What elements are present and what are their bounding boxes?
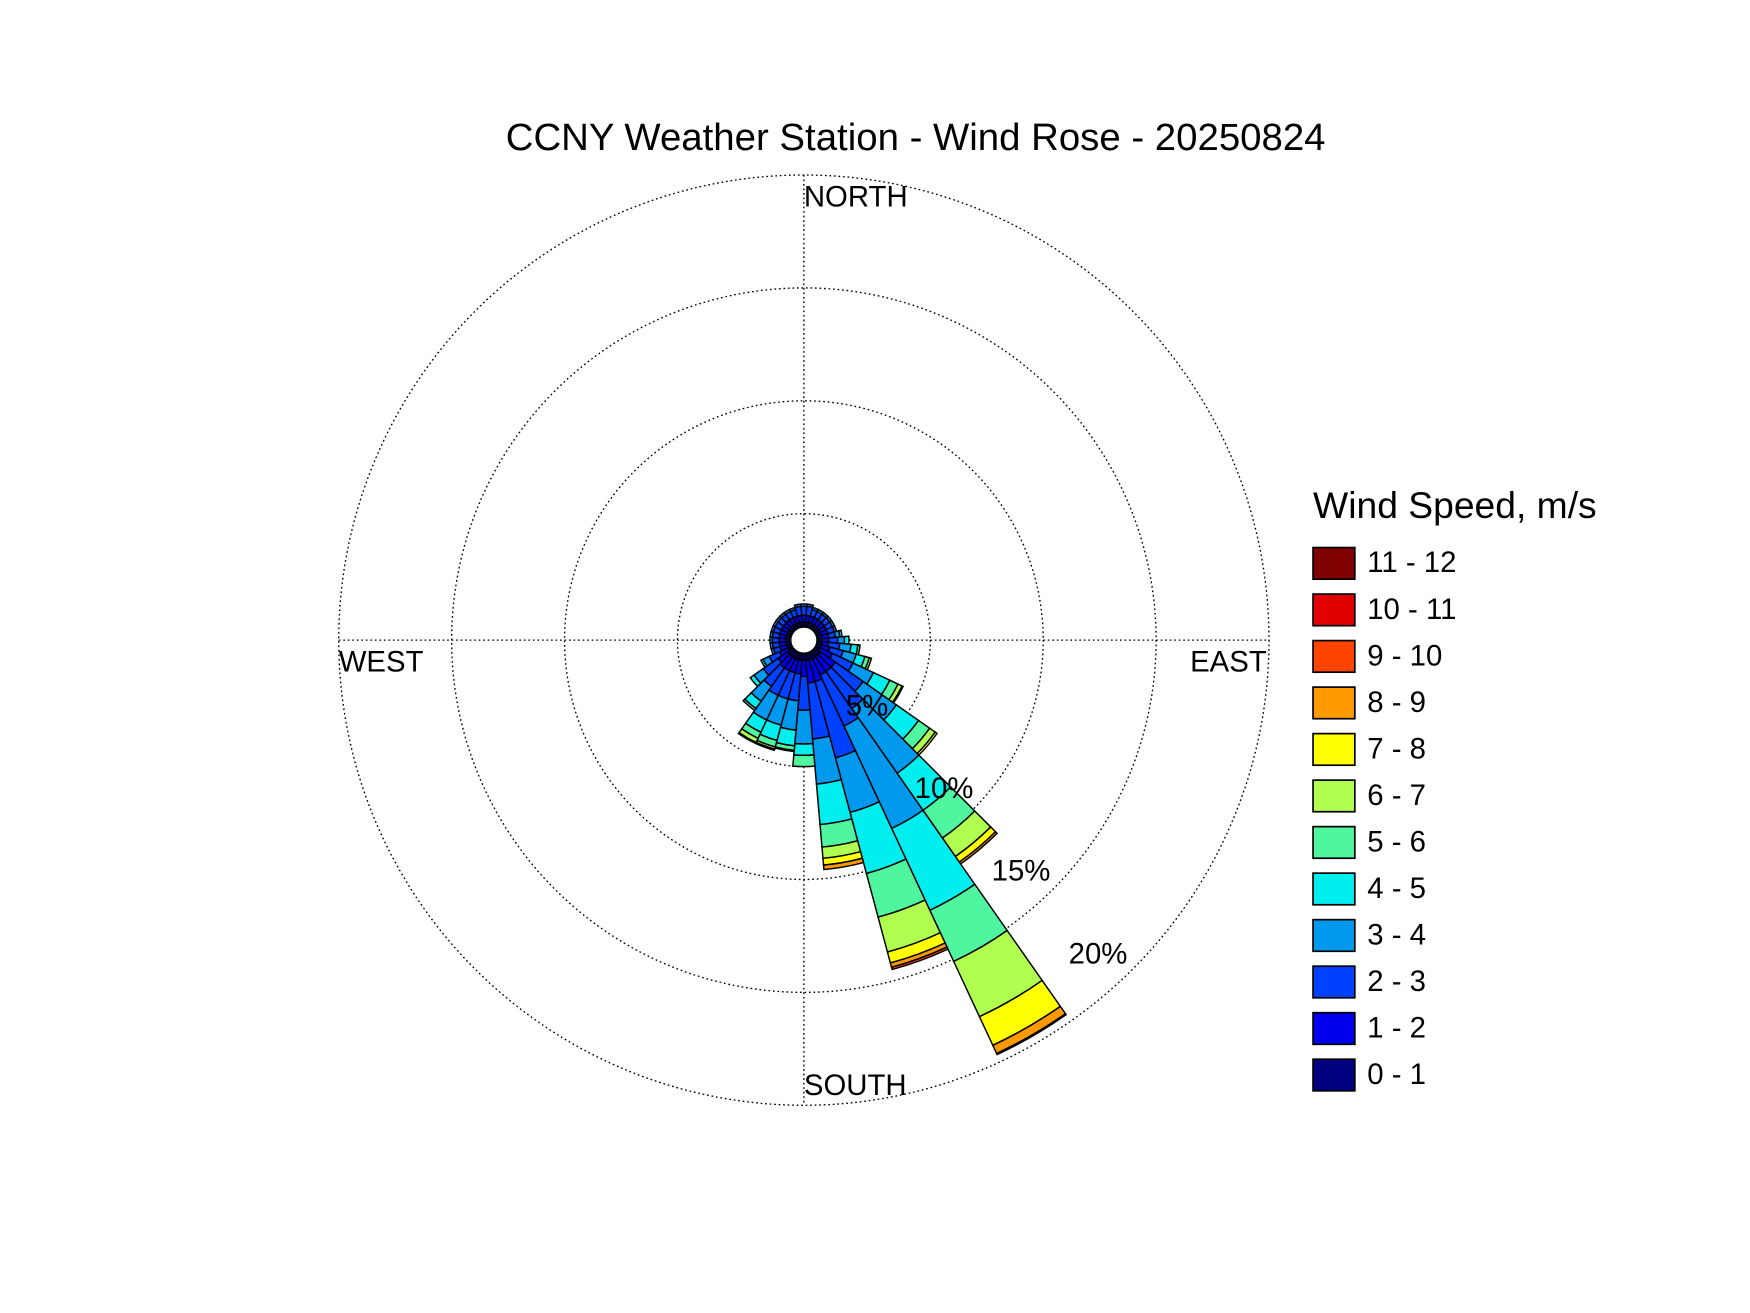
legend-swatch <box>1312 732 1356 767</box>
legend-label: 4 - 5 <box>1367 872 1426 905</box>
petal-segment <box>769 642 775 650</box>
legend-label: 11 - 12 <box>1367 546 1456 579</box>
legend-label: 5 - 6 <box>1367 825 1426 858</box>
center-hole <box>789 625 819 655</box>
legend-label: 3 - 4 <box>1367 918 1426 951</box>
petal-segment <box>759 658 768 669</box>
petal-segment <box>792 754 816 768</box>
petal-segment <box>806 603 815 609</box>
r-tick-label: 10% <box>915 772 974 805</box>
chart-title: CCNY Weather Station - Wind Rose - 20250… <box>506 116 1326 159</box>
r-tick-label: 5% <box>846 690 888 723</box>
petal-segment <box>890 946 949 971</box>
petal-segment <box>749 674 762 688</box>
legend-swatch <box>1312 825 1356 860</box>
direction-label: EAST <box>1190 646 1267 679</box>
legend-label: 2 - 3 <box>1367 965 1426 998</box>
legend-swatch <box>1312 779 1356 813</box>
direction-label: WEST <box>339 646 424 679</box>
legend-swatch <box>1312 639 1356 674</box>
legend-label: 9 - 10 <box>1367 639 1442 672</box>
petal-segment <box>793 742 815 757</box>
legend-swatch <box>1312 1011 1356 1046</box>
direction-label: NORTH <box>804 180 908 213</box>
petal-segment <box>742 698 757 712</box>
legend-label: 0 - 1 <box>1367 1058 1426 1091</box>
legend-swatch <box>1312 593 1356 627</box>
legend-swatch <box>1312 965 1356 999</box>
legend-title: Wind Speed, m/s <box>1313 484 1597 526</box>
legend-swatch <box>1312 546 1356 581</box>
petals <box>737 603 1068 1056</box>
r-tick-label: 20% <box>1069 937 1128 970</box>
r-tick-label: 15% <box>992 855 1051 888</box>
petal-segment <box>843 635 850 645</box>
legend-label: 1 - 2 <box>1367 1011 1426 1044</box>
legend-label: 10 - 11 <box>1367 593 1456 626</box>
legend-label: 7 - 8 <box>1367 732 1426 765</box>
petal-segment <box>822 857 865 871</box>
petal-segment <box>737 731 758 745</box>
legend-swatch <box>1312 686 1356 720</box>
petal-segment <box>995 1012 1068 1056</box>
legend-swatch <box>1312 1058 1356 1092</box>
petal-segment <box>793 603 802 609</box>
petal-segment <box>799 603 808 608</box>
direction-label: SOUTH <box>804 1069 907 1102</box>
legend-label: 6 - 7 <box>1367 779 1426 812</box>
legend-swatch <box>1312 872 1356 906</box>
petal-segment <box>837 629 843 638</box>
legend-label: 8 - 9 <box>1367 686 1426 719</box>
legend-swatch <box>1312 918 1356 953</box>
